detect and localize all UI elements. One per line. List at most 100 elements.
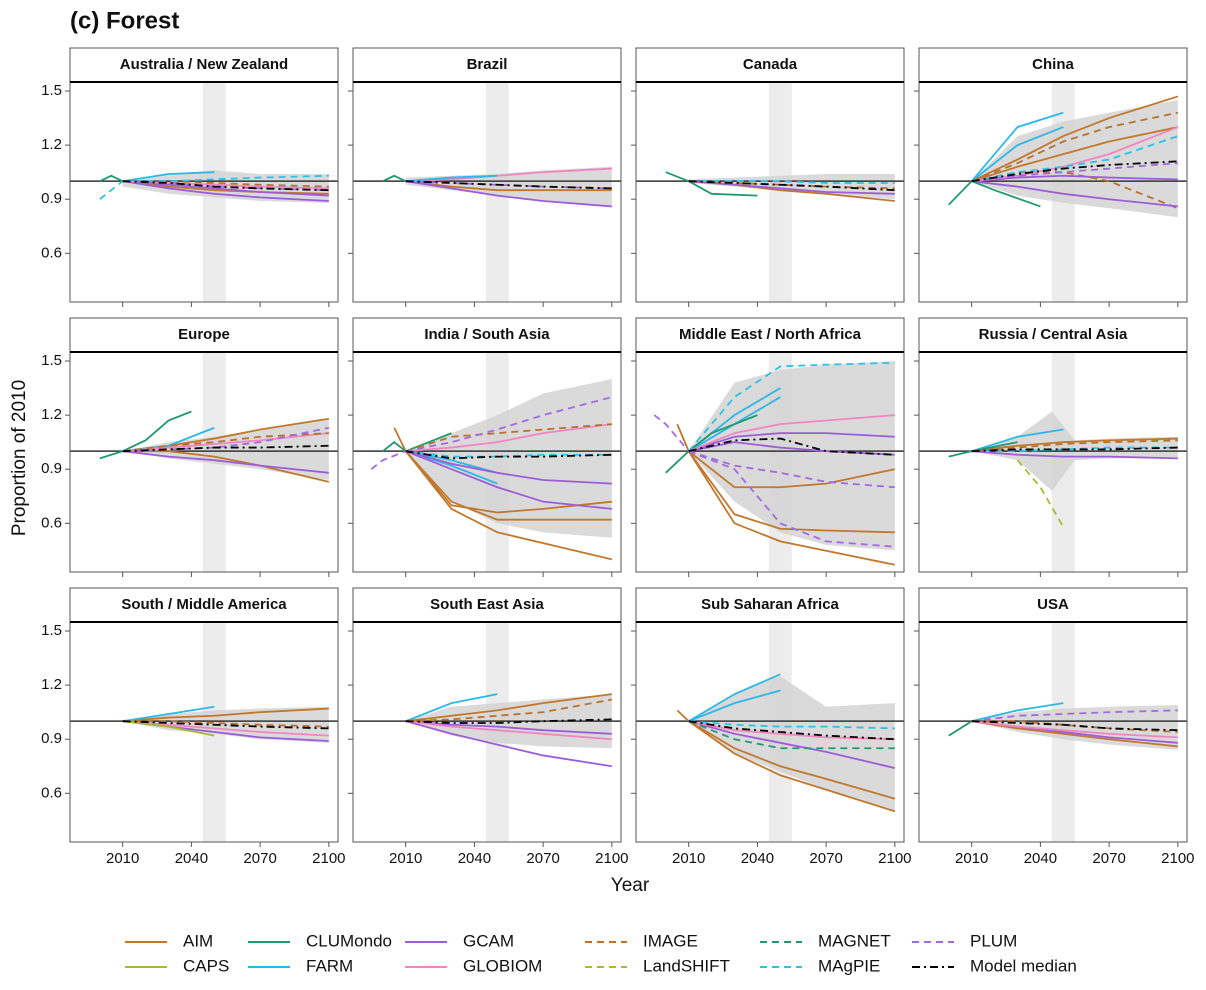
range-band [405, 379, 612, 538]
series-line [948, 720, 973, 737]
series-line [122, 707, 329, 723]
plot-area [636, 622, 904, 842]
series-line [688, 437, 895, 456]
panel-title: USA [1037, 596, 1069, 613]
y-axis-label: Proportion of 2010 [9, 380, 30, 536]
panel: Australia / New Zealand 0.6 0.9 1.2 1.5 [41, 47, 339, 307]
x-tick-label: 2070 [243, 850, 276, 867]
plot-area [636, 82, 904, 302]
series-line [676, 423, 896, 566]
series-line [971, 437, 1178, 453]
strip [69, 47, 339, 83]
series-line [688, 450, 895, 548]
series-line [653, 414, 690, 452]
strip [918, 587, 1188, 623]
y-tick-label: 1.2 [41, 406, 62, 423]
panel-title: Europe [178, 326, 230, 343]
strip [635, 587, 905, 623]
x-tick-label: 2040 [175, 850, 208, 867]
panel-title: Canada [743, 56, 798, 73]
panel-title: Middle East / North Africa [679, 326, 862, 343]
legend-label: AIM [183, 931, 213, 950]
series-line [405, 450, 612, 458]
panel: Brazil [348, 47, 622, 307]
series-line [688, 720, 895, 741]
legend-label: CAPS [183, 956, 229, 975]
y-tick-label: 1.5 [41, 622, 62, 639]
x-axis-label: Year [611, 875, 650, 896]
panel: Canada [631, 47, 905, 307]
plot-area [636, 352, 904, 572]
series-line [971, 450, 1178, 460]
series-line [382, 174, 407, 182]
series-line [99, 410, 192, 460]
series-line [971, 720, 1178, 733]
shaded-span [768, 82, 792, 302]
x-tick-label: 2100 [878, 850, 911, 867]
x-tick-label: 2100 [312, 850, 345, 867]
y-tick-label: 0.6 [41, 514, 62, 531]
series-line [1016, 459, 1065, 528]
series-line [688, 689, 781, 723]
series-line [405, 167, 612, 183]
y-tick-label: 1.2 [41, 136, 62, 153]
series-line [122, 720, 329, 728]
x-tick-label: 2010 [672, 850, 705, 867]
plot-area [919, 82, 1187, 302]
plot-area [70, 622, 338, 842]
series-line [970, 111, 1064, 182]
y-tick-label: 0.9 [41, 190, 62, 207]
series-line [405, 174, 498, 183]
series-line [122, 720, 329, 730]
legend-label: GCAM [463, 931, 514, 950]
series-line [405, 450, 612, 485]
series-line [122, 180, 329, 202]
series-line [405, 450, 498, 474]
strip [69, 587, 339, 623]
series-line [122, 171, 215, 183]
panel: USA 2010 2040 2070 2100 [914, 587, 1195, 867]
plot-area [353, 622, 621, 842]
legend-label: Model median [970, 956, 1077, 975]
series-line [122, 174, 329, 183]
series-line [948, 180, 1041, 208]
series-line [688, 720, 895, 741]
series-line [122, 432, 329, 453]
series-line [122, 720, 215, 737]
series-line [122, 705, 215, 723]
series-line [971, 720, 1178, 739]
series-line [688, 180, 895, 195]
panel: China [914, 47, 1188, 307]
panel-title: Russia / Central Asia [979, 326, 1128, 343]
x-tick-label: 2010 [955, 850, 988, 867]
series-line [971, 162, 1178, 183]
plot-area [919, 622, 1187, 842]
series-line [122, 450, 330, 483]
panel: Middle East / North Africa [631, 317, 905, 577]
legend-label: PLUM [970, 931, 1017, 950]
series-line [971, 126, 1064, 182]
panel-title: Australia / New Zealand [120, 56, 288, 73]
x-tick-label: 2040 [741, 850, 774, 867]
panel-title: South / Middle America [121, 596, 287, 613]
series-line [971, 720, 1178, 748]
series-line [122, 720, 329, 737]
strip [635, 47, 905, 83]
series-line [405, 180, 612, 192]
plot-area [919, 352, 1187, 572]
y-tick-label: 1.5 [41, 82, 62, 99]
legend-label: FARM [306, 956, 353, 975]
series-line [405, 423, 612, 453]
x-tick-label: 2070 [526, 850, 559, 867]
series-line [99, 174, 124, 182]
range-band [688, 361, 895, 551]
series-line [405, 693, 612, 723]
series-line [122, 444, 329, 453]
strip [352, 47, 622, 83]
series-line [405, 423, 612, 453]
panel-title: Sub Saharan Africa [701, 596, 839, 613]
strip [918, 317, 1188, 353]
y-tick-label: 1.5 [41, 352, 62, 369]
y-tick-label: 0.6 [41, 244, 62, 261]
